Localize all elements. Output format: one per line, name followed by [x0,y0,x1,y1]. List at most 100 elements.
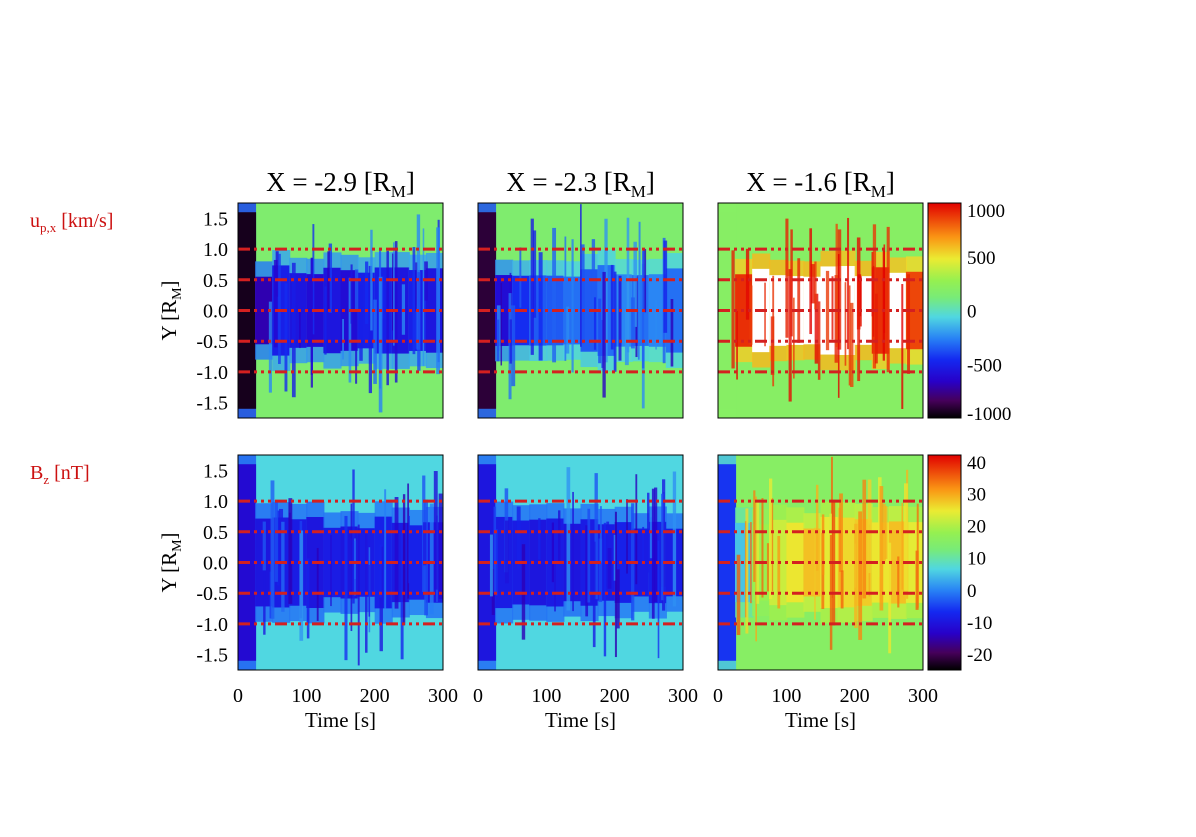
x-tick-label: 100 [531,685,561,707]
heatmap-filament [907,274,911,374]
heatmap-filament [429,503,434,615]
heatmap-filament [552,227,557,363]
x-tick-label: 300 [668,685,698,707]
colorbar-gradient [928,455,961,670]
heatmap-filament [871,251,874,317]
heatmap-filament [281,521,285,612]
heatmap-filament [599,506,602,563]
x-tick-label: 200 [600,685,630,707]
heatmap-filament [407,483,410,599]
heatmap-filament [504,520,509,584]
heatmap-filament [365,261,369,324]
heatmap-filament [491,569,495,615]
heatmap-filament [299,530,304,641]
heatmap-filament [500,282,503,366]
column-title-3: X = -1.6 [RM] [746,167,895,201]
y-tick-label: 0.0 [203,553,228,575]
heatmap-filament [835,223,838,348]
heatmap-cell [255,276,274,345]
heatmap-filament [610,264,614,350]
heatmap-filament [651,488,655,619]
colorbar-1 [927,202,962,419]
heatmap-filament [756,501,760,604]
heatmap-filament [649,517,653,559]
colorbar-tick-label: 0 [967,581,977,602]
y-axis-label: Y [RM] [157,532,185,592]
heatmap-filament [840,570,844,609]
heatmap-filament [493,506,497,593]
heatmap-filament [417,272,421,371]
heatmap-filament [633,241,637,327]
heatmap-filament [815,484,819,571]
heatmap-filament [368,564,371,617]
heatmap-filament [373,299,377,384]
colorbar-frame [927,454,962,671]
heatmap-filament [328,243,333,313]
heatmap-filament [607,548,612,589]
heatmap-filament [825,270,830,351]
heatmap-filament [350,264,353,324]
heatmap-filament [831,276,834,340]
heatmap-filament [903,483,908,591]
colorbar-tick-label: 500 [967,248,996,269]
heatmap-filament [601,320,604,368]
heatmap-cell [803,528,822,597]
heatmap-filament [580,204,582,347]
heatmap-filament [348,277,352,383]
heatmap-filament [736,554,741,636]
heatmap-filament [755,496,757,642]
heatmap-filament [603,522,607,657]
panel-frame [717,202,924,419]
x-tick-label: 0 [713,685,723,707]
y-tick-label: 1.0 [203,239,228,261]
heatmap-filament [324,286,327,355]
panel-frame [477,454,684,671]
heatmap-panel-r1-c1 [237,202,444,419]
x-tick-label: 0 [473,685,483,707]
heatmap-filament [814,261,817,310]
heatmap-filament [433,471,438,590]
heatmap-filament [886,226,890,373]
heatmap-filament [850,302,854,387]
heatmap-panel-r1-c2 [477,202,684,419]
heatmap-filament [837,254,840,398]
x-tick-label: 200 [840,685,870,707]
colorbar-tick-label: 30 [967,485,986,506]
heatmap-filament [857,281,861,382]
heatmap-filament [814,293,819,364]
heatmap-filament [566,467,571,611]
heatmap-filament [901,284,904,409]
column-title-1: X = -2.9 [RM] [266,167,415,201]
heatmap-cell [374,516,393,609]
y-tick-label: 0.0 [203,301,228,323]
colorbar-tick-label: 1000 [967,201,1005,222]
colorbar-2 [927,454,962,671]
y-tick-label: -1.0 [196,614,228,636]
heatmap-filament [821,514,825,575]
heatmap-filament [593,297,597,350]
heatmap-filament [519,247,522,308]
heatmap-filament [642,526,645,564]
x-tick-label: 0 [233,685,243,707]
heatmap-filament [817,301,821,380]
heatmap-filament [764,282,766,347]
y-tick-label: -1.0 [196,362,228,384]
heatmap-filament [269,571,272,619]
y-tick-label: 1.0 [203,491,228,513]
heatmap-filament [862,479,867,599]
heatmap-filament [745,508,749,634]
heatmap-filament [654,487,658,602]
y-tick-label: -0.5 [196,331,228,353]
heatmap-filament [554,561,556,612]
heatmap-filament [350,503,353,632]
heatmap-filament [370,229,373,331]
heatmap-filament [496,319,500,362]
heatmap-filament [657,540,660,659]
heatmap-filament [359,285,363,361]
heatmap-filament [830,456,833,599]
y-tick-label: 0.5 [203,522,228,544]
colorbar-tick-label: -10 [967,613,992,634]
heatmap-filament [731,250,735,369]
colorbar-tick-label: -1000 [967,404,1011,425]
heatmap-filament [879,486,884,611]
